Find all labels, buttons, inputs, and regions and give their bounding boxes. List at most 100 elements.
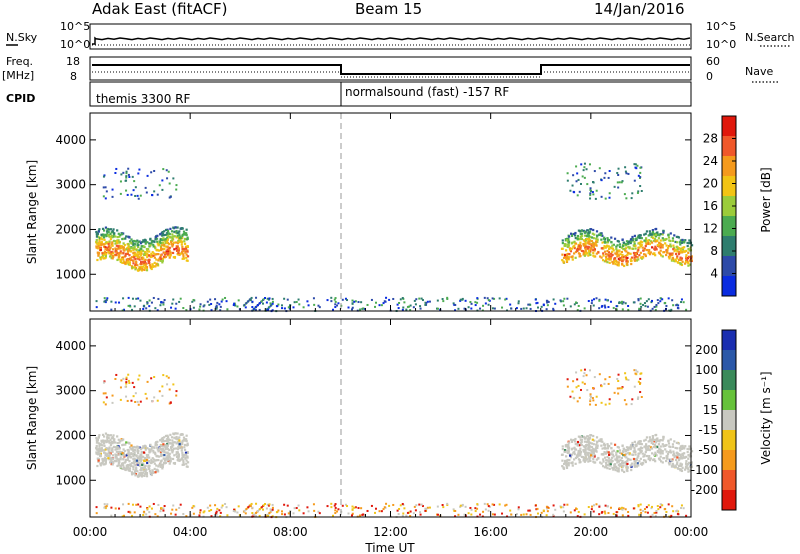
power-cell xyxy=(608,255,611,258)
velocity-cell xyxy=(141,463,144,466)
power-cell xyxy=(446,296,449,299)
power-cell xyxy=(632,301,635,304)
power-cell xyxy=(171,302,174,305)
power-cell xyxy=(137,172,140,175)
power-cell xyxy=(665,253,668,257)
power-cell xyxy=(151,239,154,243)
velocity-cell xyxy=(589,434,593,437)
velocity-cell xyxy=(96,457,99,460)
power-cell xyxy=(651,229,654,232)
velocity-cell xyxy=(253,513,256,516)
velocity-cell xyxy=(587,506,590,509)
velocity-cell xyxy=(414,509,417,512)
velocity-cell xyxy=(406,511,409,514)
velocity-cell xyxy=(209,504,212,507)
velocity-cell xyxy=(616,450,619,453)
velocity-cell xyxy=(182,513,185,516)
velocity-cell xyxy=(143,474,146,478)
velocity-cell xyxy=(579,452,582,455)
power-cell xyxy=(102,236,106,239)
power-cell xyxy=(584,253,587,256)
velocity-cell xyxy=(629,464,632,467)
power-cell xyxy=(611,260,614,264)
velocity-cell xyxy=(623,399,626,402)
velocity-cell xyxy=(129,511,132,514)
velocity-cell xyxy=(168,448,171,452)
power-cell xyxy=(298,303,301,306)
velocity-cell xyxy=(138,374,141,377)
power-cell xyxy=(114,242,117,245)
velocity-cell xyxy=(603,451,606,454)
velocity-cell xyxy=(624,449,627,452)
velocity-cell xyxy=(654,441,658,444)
power-cell xyxy=(266,297,269,300)
power-cell xyxy=(600,238,603,241)
velocity-cell xyxy=(130,453,133,456)
velocity-cell xyxy=(606,505,609,508)
velocity-cell xyxy=(101,433,105,436)
velocity-cell xyxy=(134,460,138,463)
velocity-cell xyxy=(631,445,634,448)
velocity-cell xyxy=(102,463,105,466)
velocity-cell xyxy=(580,438,584,441)
power-cell xyxy=(150,267,153,271)
power-cell xyxy=(182,253,185,256)
velocity-cell xyxy=(182,455,185,459)
velocity-cell xyxy=(510,513,513,516)
power-cell xyxy=(103,238,106,241)
freq-tick-18: 18 xyxy=(66,55,80,68)
velocity-cell xyxy=(620,461,624,465)
power-cell xyxy=(116,258,119,262)
power-cell xyxy=(264,296,267,299)
freq-unit-label: [MHz] xyxy=(2,69,34,82)
power-cell xyxy=(667,297,670,300)
velocity-cell xyxy=(599,440,603,443)
power-cell xyxy=(608,170,611,173)
power-cell xyxy=(467,306,470,309)
power-cell xyxy=(184,247,187,250)
power-cell xyxy=(611,247,615,250)
velocity-cell xyxy=(566,443,569,447)
velocity-cell xyxy=(164,461,167,464)
power-cell xyxy=(675,246,678,249)
power-cell xyxy=(635,252,638,256)
power-cell xyxy=(653,305,656,308)
velocity-cell xyxy=(580,435,583,438)
velocity-cell xyxy=(467,512,470,515)
velocity-cell xyxy=(214,504,217,507)
velocity-cell xyxy=(653,453,656,457)
power-cell xyxy=(421,299,424,302)
velocity-cell xyxy=(102,442,106,445)
power-cell xyxy=(582,253,585,256)
velocity-cell xyxy=(576,453,580,457)
velocity-cell xyxy=(664,448,667,451)
velocity-cell xyxy=(104,432,108,435)
power-cell xyxy=(633,234,636,237)
power-cell xyxy=(630,197,633,200)
velocity-cell xyxy=(185,438,188,441)
velocity-cell xyxy=(122,454,125,457)
velocity-cell xyxy=(587,451,590,454)
velocity-cell xyxy=(151,445,154,449)
velocity-cell xyxy=(344,503,347,506)
velocity-cell xyxy=(586,389,589,392)
velocity-cell xyxy=(140,471,143,474)
velocity-cell xyxy=(283,513,286,516)
velocity-cell xyxy=(155,454,158,458)
velocity-cell xyxy=(137,403,140,406)
power-cell xyxy=(625,263,629,266)
velocity-cell xyxy=(122,466,126,469)
velocity-cell xyxy=(470,513,473,516)
power-cell xyxy=(672,246,675,249)
power-cell xyxy=(172,235,175,238)
power-cell xyxy=(585,252,589,255)
velocity-cell xyxy=(593,448,596,451)
velocity-cell xyxy=(178,446,181,450)
power-cell xyxy=(146,241,149,244)
velocity-cell xyxy=(644,459,647,462)
power-cell xyxy=(586,232,589,235)
velocity-cell xyxy=(567,461,570,465)
power-cell xyxy=(156,193,159,196)
power-cell xyxy=(97,252,101,255)
power-cell xyxy=(621,308,624,311)
